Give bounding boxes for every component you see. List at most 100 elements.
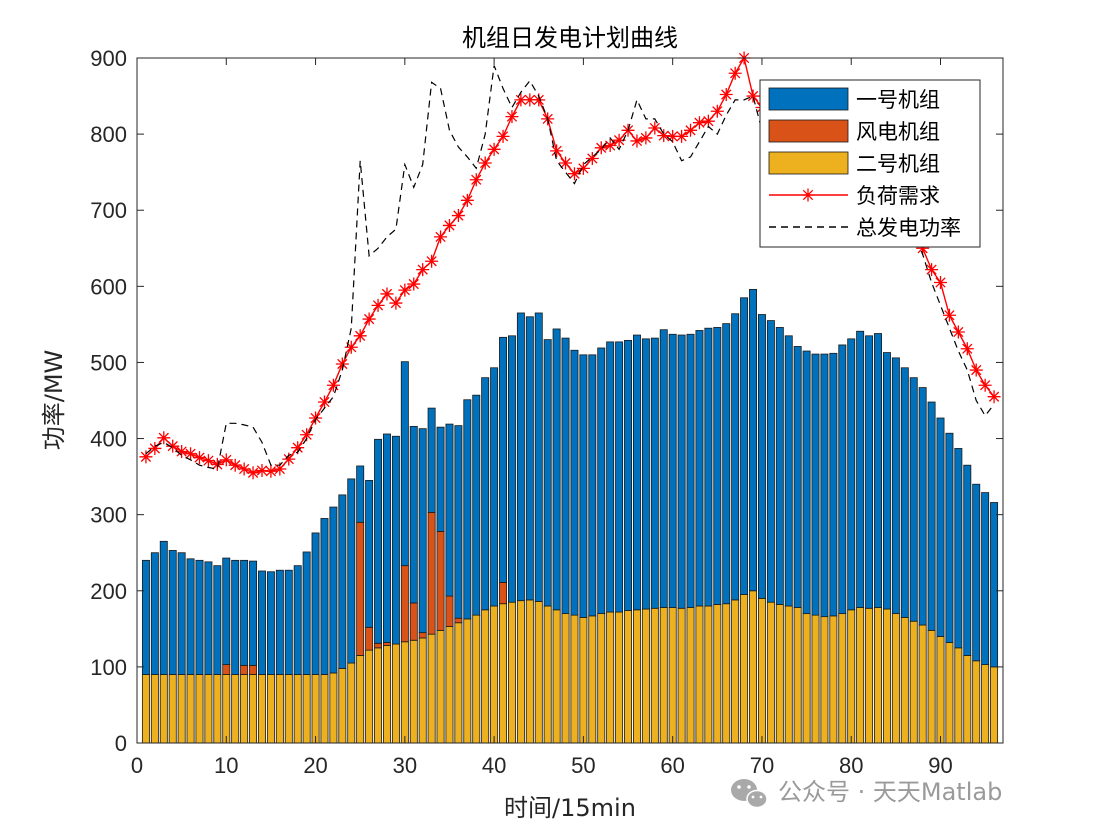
marker-0-28 bbox=[380, 287, 394, 301]
marker-0-48 bbox=[559, 156, 573, 170]
bar-s2-7 bbox=[195, 559, 204, 675]
marker-0-50 bbox=[576, 161, 590, 175]
bar-s2-21 bbox=[320, 518, 329, 675]
bar-s2-39 bbox=[481, 377, 490, 611]
marker-0-18 bbox=[291, 441, 305, 455]
bar-s0-36 bbox=[454, 622, 463, 744]
bar-s2-95 bbox=[981, 492, 990, 665]
marker-0-61 bbox=[675, 129, 689, 143]
bar-s2-44 bbox=[525, 316, 534, 601]
bar-s0-48 bbox=[561, 613, 570, 744]
bar-s0-54 bbox=[615, 611, 624, 744]
y-tick-label: 100 bbox=[90, 655, 127, 680]
watermark-text: 公众号 · 天天Matlab bbox=[778, 778, 1002, 806]
bar-s2-15 bbox=[266, 571, 275, 675]
bar-s0-42 bbox=[507, 601, 516, 744]
bar-s0-93 bbox=[963, 655, 972, 744]
chart-title: 机组日发电计划曲线 bbox=[462, 24, 678, 52]
bar-s2-62 bbox=[686, 333, 695, 608]
bar-s0-32 bbox=[418, 637, 427, 744]
bar-s0-29 bbox=[391, 643, 400, 744]
marker-0-31 bbox=[407, 277, 421, 291]
bar-s2-54 bbox=[615, 341, 624, 613]
x-tick-label: 50 bbox=[571, 753, 595, 778]
bar-s0-44 bbox=[525, 599, 534, 744]
y-tick-label: 500 bbox=[90, 350, 127, 375]
bar-s0-60 bbox=[668, 607, 677, 744]
marker-0-4 bbox=[166, 439, 180, 453]
bar-s2-77 bbox=[820, 353, 829, 618]
bar-s2-61 bbox=[677, 334, 686, 609]
bar-s2-69 bbox=[749, 288, 757, 592]
marker-0-5 bbox=[175, 444, 189, 458]
bar-s2-72 bbox=[775, 327, 784, 605]
x-tick-label: 70 bbox=[750, 753, 774, 778]
marker-0-15 bbox=[264, 464, 278, 478]
bar-s0-92 bbox=[954, 647, 963, 744]
bar-s2-40 bbox=[490, 367, 499, 607]
bar-s2-16 bbox=[275, 569, 284, 675]
bar-s2-53 bbox=[606, 341, 615, 613]
bar-s1-26 bbox=[365, 626, 374, 651]
x-tick-label: 10 bbox=[214, 753, 238, 778]
x-tick-label: 20 bbox=[303, 753, 327, 778]
marker-0-1 bbox=[139, 450, 153, 464]
bar-s2-25 bbox=[356, 465, 365, 523]
bar-s0-79 bbox=[838, 613, 847, 744]
bar-s2-71 bbox=[766, 320, 775, 603]
marker-0-14 bbox=[255, 464, 269, 478]
bar-s2-81 bbox=[856, 330, 865, 608]
bar-s2-33 bbox=[427, 407, 436, 513]
bar-s2-84 bbox=[882, 352, 891, 610]
bar-s2-37 bbox=[463, 399, 472, 620]
marker-0-34 bbox=[434, 230, 448, 244]
bar-s0-5 bbox=[177, 674, 186, 744]
bar-s2-60 bbox=[668, 333, 677, 608]
bar-s0-43 bbox=[516, 600, 525, 744]
bar-s0-37 bbox=[463, 618, 472, 744]
bar-s2-30 bbox=[400, 361, 409, 567]
marker-0-57 bbox=[639, 131, 653, 145]
marker-0-44 bbox=[523, 93, 537, 107]
bar-s0-10 bbox=[222, 674, 231, 744]
bar-s0-95 bbox=[981, 664, 990, 744]
x-tick-label: 60 bbox=[660, 753, 684, 778]
bar-s0-51 bbox=[588, 615, 597, 744]
bar-s2-80 bbox=[847, 338, 856, 611]
marker-0-36 bbox=[451, 209, 465, 223]
bar-s0-24 bbox=[347, 662, 356, 744]
bar-s0-46 bbox=[543, 605, 552, 744]
bar-s1-35 bbox=[445, 595, 454, 627]
legend-label: 总发电功率 bbox=[856, 216, 961, 240]
bar-s2-4 bbox=[168, 550, 177, 675]
marker-0-62 bbox=[684, 123, 698, 137]
marker-0-89 bbox=[925, 263, 939, 277]
bar-s2-29 bbox=[391, 435, 400, 645]
bar-s0-38 bbox=[472, 614, 481, 744]
marker-0-66 bbox=[719, 88, 733, 102]
bar-s1-34 bbox=[436, 531, 445, 631]
marker-0-45 bbox=[532, 93, 546, 107]
bar-s0-3 bbox=[159, 674, 168, 744]
bar-s2-32 bbox=[418, 428, 427, 634]
y-tick-label: 0 bbox=[115, 731, 127, 756]
bar-s2-65 bbox=[713, 327, 722, 605]
bar-s2-51 bbox=[588, 354, 597, 617]
bar-s0-76 bbox=[811, 614, 820, 744]
bar-s2-89 bbox=[927, 401, 936, 631]
bar-s2-13 bbox=[249, 560, 258, 666]
bar-s2-56 bbox=[632, 334, 641, 611]
bar-s2-6 bbox=[186, 558, 195, 675]
bar-s2-18 bbox=[293, 565, 302, 675]
bar-s0-65 bbox=[713, 604, 722, 744]
marker-0-95 bbox=[978, 378, 992, 392]
marker-0-94 bbox=[969, 363, 983, 377]
bar-s0-67 bbox=[731, 599, 740, 744]
bar-s0-88 bbox=[918, 624, 927, 744]
bar-s0-7 bbox=[195, 674, 204, 744]
y-tick-label: 400 bbox=[90, 427, 127, 452]
marker-0-6 bbox=[184, 447, 198, 461]
bar-s2-35 bbox=[445, 423, 454, 597]
bar-s2-67 bbox=[731, 313, 740, 601]
